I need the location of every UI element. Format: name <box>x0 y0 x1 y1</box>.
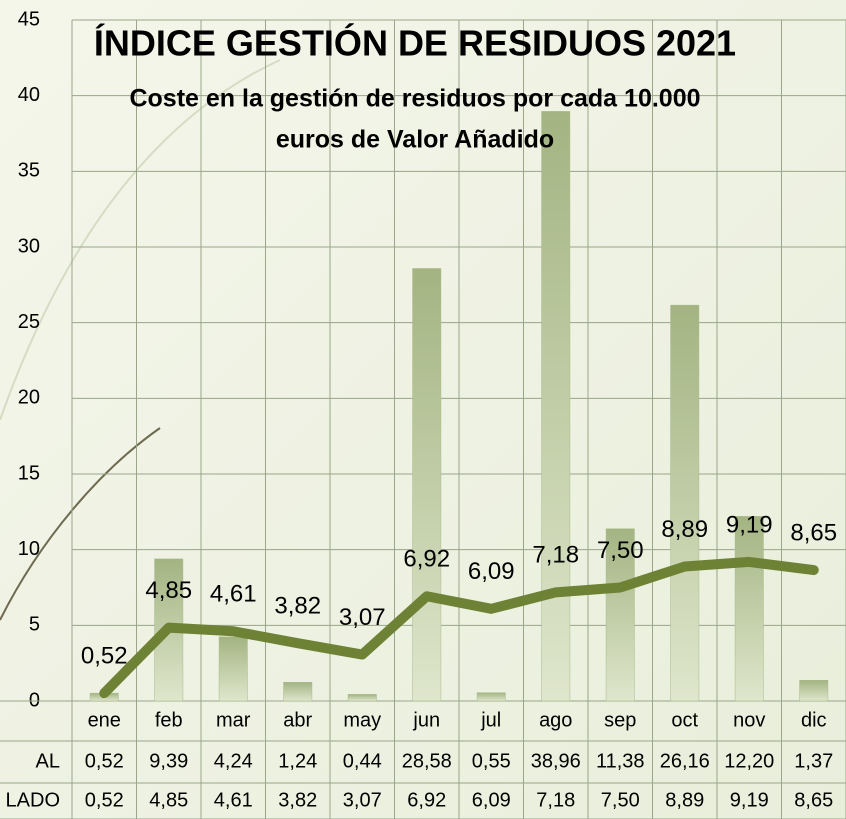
table-cell: 6,09 <box>472 789 511 811</box>
y-tick-label: 45 <box>18 8 40 30</box>
data-label: 7,18 <box>532 542 579 569</box>
chart-title: ÍNDICE GESTIÓN DE RESIDUOS 2021 <box>94 22 736 64</box>
data-label: 0,52 <box>81 642 128 669</box>
table-cell: 9,39 <box>149 750 188 772</box>
bar <box>347 694 377 702</box>
table-cell: 7,18 <box>536 789 575 811</box>
y-tick-label: 20 <box>18 387 40 409</box>
table-cell: 8,65 <box>794 789 833 811</box>
data-label: 8,65 <box>790 519 837 546</box>
bar <box>412 268 442 702</box>
table-cell: 0,52 <box>85 789 124 811</box>
decoration <box>0 59 281 421</box>
x-tick-label: may <box>343 709 381 731</box>
legend-label: AL <box>36 750 60 772</box>
table-cell: 4,85 <box>149 789 188 811</box>
x-tick-label: feb <box>155 709 183 731</box>
x-tick-label: oct <box>671 709 698 731</box>
x-tick-label: ago <box>539 709 572 731</box>
y-tick-label: 40 <box>18 84 40 106</box>
table-cell: 0,44 <box>343 750 382 772</box>
x-tick-label: sep <box>604 709 636 731</box>
data-label: 3,82 <box>274 593 321 620</box>
table-cell: 38,96 <box>531 750 581 772</box>
bar <box>541 111 571 702</box>
bar <box>799 680 829 702</box>
y-tick-label: 30 <box>18 235 40 257</box>
data-label: 8,89 <box>661 516 708 543</box>
table-cell: 9,19 <box>730 789 769 811</box>
y-tick-label: 25 <box>18 311 40 333</box>
bar <box>605 528 635 702</box>
x-tick-label: jun <box>412 709 440 731</box>
table-cell: 4,61 <box>214 789 253 811</box>
data-label: 6,92 <box>403 546 450 573</box>
data-label: 9,19 <box>726 511 773 538</box>
chart-subtitle: euros de Valor Añadido <box>276 126 554 154</box>
bar <box>476 692 506 702</box>
y-tick-label: 10 <box>18 538 40 560</box>
y-tick-label: 35 <box>18 160 40 182</box>
table-cell: 12,20 <box>724 750 774 772</box>
bar <box>670 304 700 702</box>
data-label: 3,07 <box>339 604 386 631</box>
y-tick-label: 5 <box>29 614 40 636</box>
bar <box>283 681 313 702</box>
data-label: 4,85 <box>145 577 192 604</box>
table-cell: 26,16 <box>660 750 710 772</box>
table-cell: 6,92 <box>407 789 446 811</box>
data-label: 7,50 <box>597 537 644 564</box>
legend-label: LADO <box>6 789 60 811</box>
table-cell: 3,82 <box>278 789 317 811</box>
x-tick-label: ene <box>88 709 121 731</box>
x-tick-label: mar <box>216 709 251 731</box>
table-cell: 7,50 <box>601 789 640 811</box>
table-cell: 1,24 <box>278 750 317 772</box>
x-tick-label: jul <box>480 709 501 731</box>
line <box>99 556 819 699</box>
x-tick-label: abr <box>283 709 312 731</box>
table-cell: 28,58 <box>402 750 452 772</box>
table-cell: 4,24 <box>214 750 253 772</box>
bar <box>734 516 764 702</box>
table-cell: 0,52 <box>85 750 124 772</box>
table-cell: 1,37 <box>794 750 833 772</box>
x-tick-label: dic <box>801 709 827 731</box>
y-tick-label: 15 <box>18 462 40 484</box>
data-label: 6,09 <box>468 558 515 585</box>
chart-subtitle: Coste en la gestión de residuos por cada… <box>129 85 700 113</box>
x-tick-label: nov <box>733 709 765 731</box>
y-tick-label: 0 <box>29 689 40 711</box>
table-cell: 11,38 <box>596 750 645 772</box>
bar <box>218 636 248 702</box>
data-label: 4,61 <box>210 581 257 608</box>
table-cell: 3,07 <box>343 789 382 811</box>
table-cell: 8,89 <box>665 789 704 811</box>
table-cell: 0,55 <box>472 750 511 772</box>
